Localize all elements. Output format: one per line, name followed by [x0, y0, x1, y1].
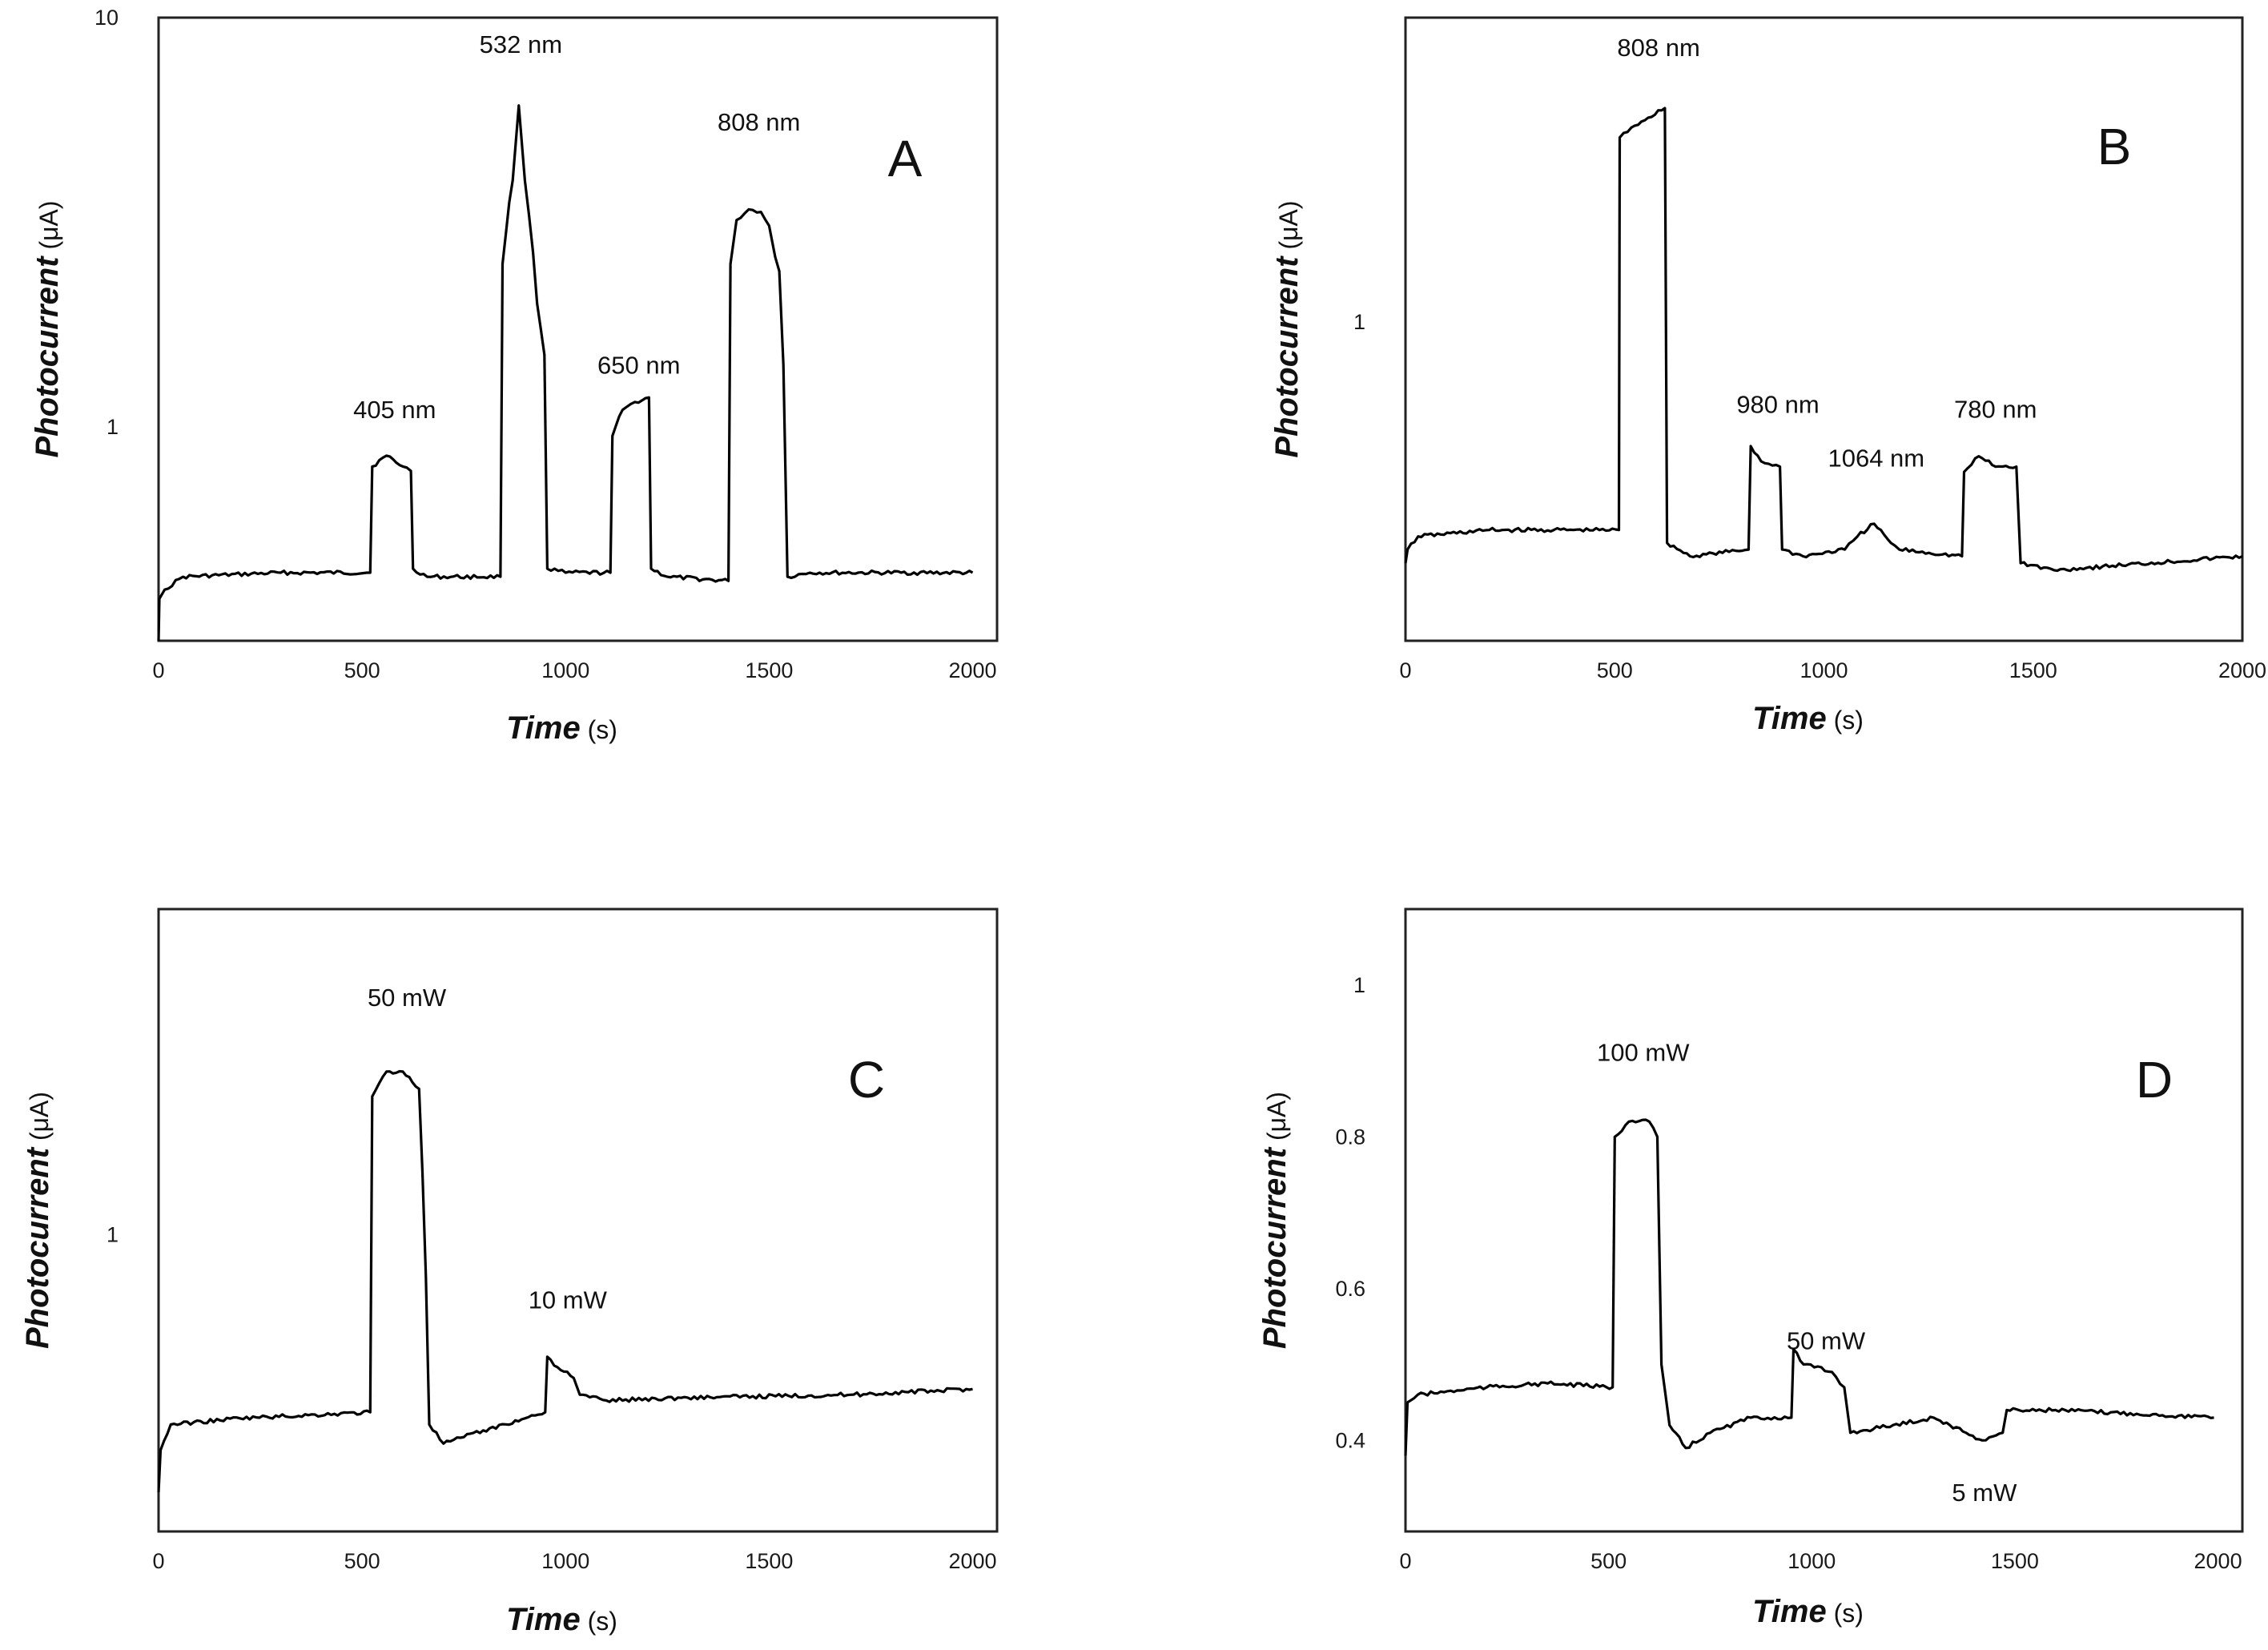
x-tick-label: 2000 — [948, 1549, 996, 1573]
y-tick-label: 10 — [94, 6, 119, 30]
chart-panel-c: 0 500 1000 1500 2000 1 Time (s) Photocurrent (μ… — [20, 908, 999, 1637]
x-tick-label: 1000 — [1787, 1549, 1836, 1573]
x-axis-title: Time (s) — [1752, 1594, 1864, 1629]
x-tick-label: 2000 — [2218, 658, 2266, 682]
series-annotation: 780 nm — [1954, 395, 2037, 423]
series-annotation: 10 mW — [529, 1286, 608, 1314]
y-axis-title-main: Photocurrent — [20, 1146, 55, 1349]
y-axis-title-main: Photocurrent — [30, 256, 65, 458]
y-axis-title: Photocurrent (μA) — [30, 200, 65, 457]
y-axis-title: Photocurrent (μA) — [1269, 200, 1305, 457]
x-axis-title-unit: (s) — [581, 1607, 617, 1636]
series-annotation: 650 nm — [597, 351, 680, 379]
y-axis-title: Photocurrent (μA) — [1257, 1092, 1293, 1349]
photocurrent-trace — [1404, 107, 2243, 573]
x-axis-title: Time (s) — [1752, 701, 1864, 736]
x-tick-label: 1500 — [745, 1549, 793, 1573]
series-annotation: 50 mW — [368, 984, 447, 1012]
x-tick-label: 500 — [1590, 1549, 1627, 1573]
x-tick-label: 500 — [1597, 658, 1633, 682]
panel-label: A — [888, 130, 923, 187]
x-tick-label: 0 — [1399, 1549, 1411, 1573]
chart-panel-b: 0 500 1000 1500 2000 1 Time (s) Photocurrent (μ… — [1269, 16, 2266, 736]
x-tick-label: 1000 — [541, 658, 589, 682]
y-tick-label: 1 — [1353, 310, 1365, 334]
x-tick-label: 0 — [152, 658, 164, 682]
series-annotation: 980 nm — [1736, 391, 1819, 419]
panel-label: D — [2136, 1051, 2173, 1109]
x-tick-label: 1500 — [2009, 658, 2057, 682]
y-tick-label: 0.8 — [1335, 1125, 1365, 1149]
y-axis-title-main: Photocurrent — [1269, 256, 1305, 458]
x-tick-label: 0 — [152, 1549, 164, 1573]
plot-frame — [1404, 16, 2244, 642]
series-annotation: 1064 nm — [1828, 445, 1924, 473]
x-axis-title-main: Time — [506, 710, 581, 746]
series-annotation: 808 nm — [718, 108, 800, 136]
y-tick-label: 1 — [107, 415, 119, 439]
y-axis-title-unit: (μA) — [25, 1092, 54, 1148]
x-tick-label: 500 — [344, 1549, 380, 1573]
y-tick-label: 1 — [1353, 973, 1365, 997]
y-axis-title-unit: (μA) — [34, 200, 63, 256]
plot-frame — [157, 16, 999, 642]
x-axis-title: Time (s) — [506, 710, 617, 746]
x-tick-label: 1000 — [541, 1549, 589, 1573]
y-tick-label: 1 — [107, 1222, 119, 1246]
series-annotation: 808 nm — [1617, 34, 1699, 62]
x-axis-title-unit: (s) — [1827, 706, 1864, 734]
x-tick-label: 0 — [1399, 658, 1411, 682]
plot-frame — [157, 908, 999, 1533]
y-axis-title-unit: (μA) — [1274, 200, 1303, 256]
x-axis-title-main: Time — [506, 1602, 581, 1637]
x-axis-title-main: Time — [1752, 1594, 1827, 1629]
x-tick-label: 1500 — [745, 658, 793, 682]
chart-panel-a: 0 500 1000 1500 2000 1 10 Time (s) Photocurrent … — [30, 6, 999, 746]
y-axis-title-unit: (μA) — [1262, 1092, 1291, 1148]
x-axis-title-main: Time — [1752, 701, 1827, 736]
photocurrent-trace — [157, 104, 974, 642]
x-tick-label: 2000 — [2194, 1549, 2242, 1573]
series-annotation: 50 mW — [1787, 1327, 1866, 1355]
x-axis-title-unit: (s) — [1827, 1599, 1864, 1628]
series-annotation: 405 nm — [353, 396, 436, 424]
x-tick-label: 1500 — [1991, 1549, 2039, 1573]
chart-panel-d: 0 500 1000 1500 2000 0.4 0.6 0.8 1 Time (s) Photoc… — [1257, 908, 2244, 1629]
y-axis-title: Photocurrent (μA) — [20, 1092, 55, 1349]
y-axis-title-main: Photocurrent — [1257, 1146, 1293, 1349]
y-tick-label: 0.4 — [1335, 1428, 1365, 1452]
photocurrent-trace — [157, 1069, 973, 1493]
series-annotation: 532 nm — [480, 30, 562, 58]
x-axis-title: Time (s) — [506, 1602, 617, 1637]
y-tick-label: 0.6 — [1335, 1277, 1365, 1301]
series-annotation: 100 mW — [1597, 1039, 1690, 1067]
plot-frame — [1404, 908, 2244, 1533]
x-axis-title-unit: (s) — [581, 715, 617, 744]
x-tick-label: 1000 — [1800, 658, 1848, 682]
panel-label: B — [2097, 118, 2132, 175]
photocurrent-trace — [1404, 1118, 2214, 1456]
x-tick-label: 500 — [344, 658, 380, 682]
panel-label: C — [848, 1051, 885, 1109]
x-tick-label: 2000 — [948, 658, 996, 682]
series-annotation: 5 mW — [1952, 1479, 2017, 1507]
